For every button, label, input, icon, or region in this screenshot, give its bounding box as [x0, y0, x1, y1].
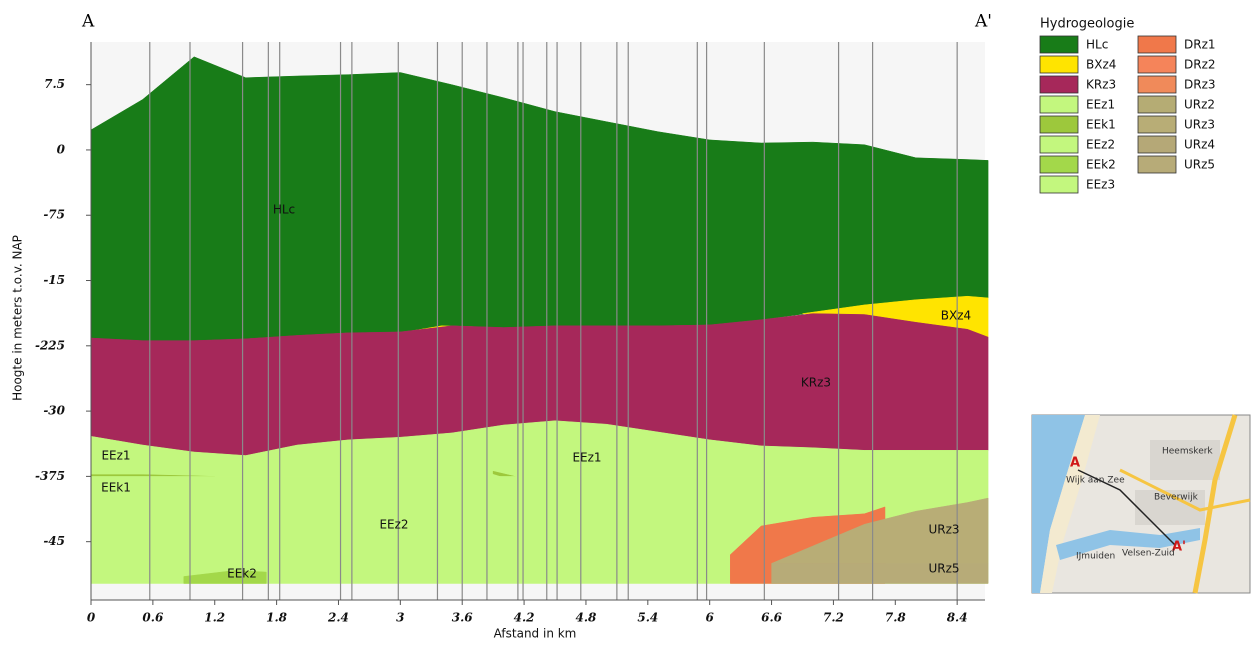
map-start: A — [1070, 456, 1080, 471]
layer-label: EEz1 — [101, 449, 130, 463]
map-label: IJmuiden — [1076, 552, 1115, 562]
legend-swatch — [1039, 55, 1079, 74]
legend-swatch — [1137, 95, 1177, 114]
layer-area — [771, 563, 989, 584]
layer-label: URz3 — [928, 523, 959, 537]
legend-label: EEk1 — [1086, 118, 1116, 132]
legend-swatch — [1137, 115, 1177, 134]
legend-swatch — [1039, 175, 1079, 194]
legend-swatch — [1137, 55, 1177, 74]
legend-swatch — [1137, 35, 1177, 54]
layer-label: KRz3 — [801, 376, 831, 390]
x-tick-label: 2.4 — [327, 611, 349, 625]
map-label: Wijk aan Zee — [1066, 476, 1125, 486]
x-tick-label: 6 — [706, 611, 715, 625]
layer-label: EEk2 — [227, 567, 257, 581]
x-axis-label: Afstand in km — [494, 627, 577, 641]
y-tick-label: -75 — [43, 208, 65, 222]
y-tick-label: -225 — [35, 338, 65, 352]
x-tick-label: 7.2 — [823, 611, 844, 625]
map-channel — [1056, 528, 1200, 560]
map-end: A' — [1172, 540, 1186, 555]
legend-label: EEz2 — [1086, 138, 1115, 152]
legend-label: DRz2 — [1184, 58, 1216, 72]
legend-swatch — [1137, 135, 1177, 154]
legend-label: URz4 — [1184, 138, 1215, 152]
legend-label: EEz1 — [1086, 98, 1115, 112]
legend-swatch — [1039, 35, 1079, 54]
legend-swatch — [1039, 135, 1079, 154]
section-start: A — [81, 12, 95, 32]
x-tick-label: 3.6 — [452, 611, 474, 625]
y-tick-label: -30 — [43, 404, 65, 418]
y-tick-label: -45 — [43, 534, 65, 548]
map-road — [1119, 468, 1251, 512]
legend-label: KRz3 — [1086, 78, 1116, 92]
y-tick-label: -15 — [43, 273, 65, 287]
layer-label: EEz1 — [572, 451, 601, 465]
x-tick-label: 7.8 — [885, 611, 907, 625]
legend-swatch — [1039, 95, 1079, 114]
legend-label: EEk2 — [1086, 158, 1116, 172]
x-tick-label: 1.2 — [204, 611, 225, 625]
x-tick-label: 5.4 — [637, 611, 658, 625]
legend-label: DRz1 — [1184, 38, 1216, 52]
map-road — [1192, 414, 1238, 594]
legend-label: DRz3 — [1184, 78, 1216, 92]
layer-label: HLc — [273, 203, 295, 217]
legend-swatch — [1137, 155, 1177, 174]
legend-label: HLc — [1086, 38, 1108, 52]
legend-swatch — [1039, 75, 1079, 94]
layer-label: EEz2 — [379, 518, 408, 532]
y-tick-label: -375 — [35, 469, 65, 483]
x-tick-label: 4.8 — [576, 611, 598, 625]
legend: HLc BXz4 KRz3 EEz1 EEk1 EEz2 EEk2 EEz3 DRz1 DRz2 D… — [1039, 35, 1216, 194]
legend-label: URz2 — [1184, 98, 1215, 112]
map-beach — [1040, 415, 1100, 593]
legend-label: URz5 — [1184, 158, 1215, 172]
map-sea — [1032, 415, 1085, 593]
layer-label: URz5 — [928, 562, 959, 576]
x-tick-label: 6.6 — [761, 611, 783, 625]
section-end: A' — [974, 12, 992, 32]
map-label: Velsen-Zuid — [1122, 549, 1175, 559]
x-tick-label: 8.4 — [947, 611, 968, 625]
layer-label: BXz4 — [941, 309, 971, 323]
map-label: Heemskerk — [1162, 447, 1213, 457]
plot: HLc BXz4 KRz3 EEz1 EEz1 EEk1 EEz2 EEk2 URz3 URz5 7… — [35, 42, 989, 625]
map-label: Beverwijk — [1154, 493, 1199, 503]
legend-swatch — [1137, 75, 1177, 94]
legend-label: BXz4 — [1086, 58, 1116, 72]
x-tick-label: 4.2 — [514, 611, 535, 625]
y-axis-label: Hoogte in meters t.o.v. NAP — [11, 235, 25, 401]
section-line — [1077, 469, 1176, 546]
y-tick-label: 0 — [57, 142, 66, 156]
layer-label: EEk1 — [101, 481, 131, 495]
x-tick-label: 3 — [396, 611, 404, 625]
y-tick-label: 7.5 — [44, 77, 65, 91]
inset-map: A A' Heemskerk Wijk aan Zee Beverwijk IJ… — [1031, 414, 1251, 594]
x-tick-label: 1.8 — [266, 611, 288, 625]
legend-title: Hydrogeologie — [1040, 17, 1134, 32]
x-tick-label: 0.6 — [142, 611, 164, 625]
layer-area — [183, 570, 267, 584]
legend-swatch — [1039, 115, 1079, 134]
legend-label: URz3 — [1184, 118, 1215, 132]
legend-label: EEz3 — [1086, 178, 1115, 192]
x-tick-label: 0 — [87, 611, 96, 625]
legend-swatch — [1039, 155, 1079, 174]
map-town — [1150, 440, 1220, 480]
